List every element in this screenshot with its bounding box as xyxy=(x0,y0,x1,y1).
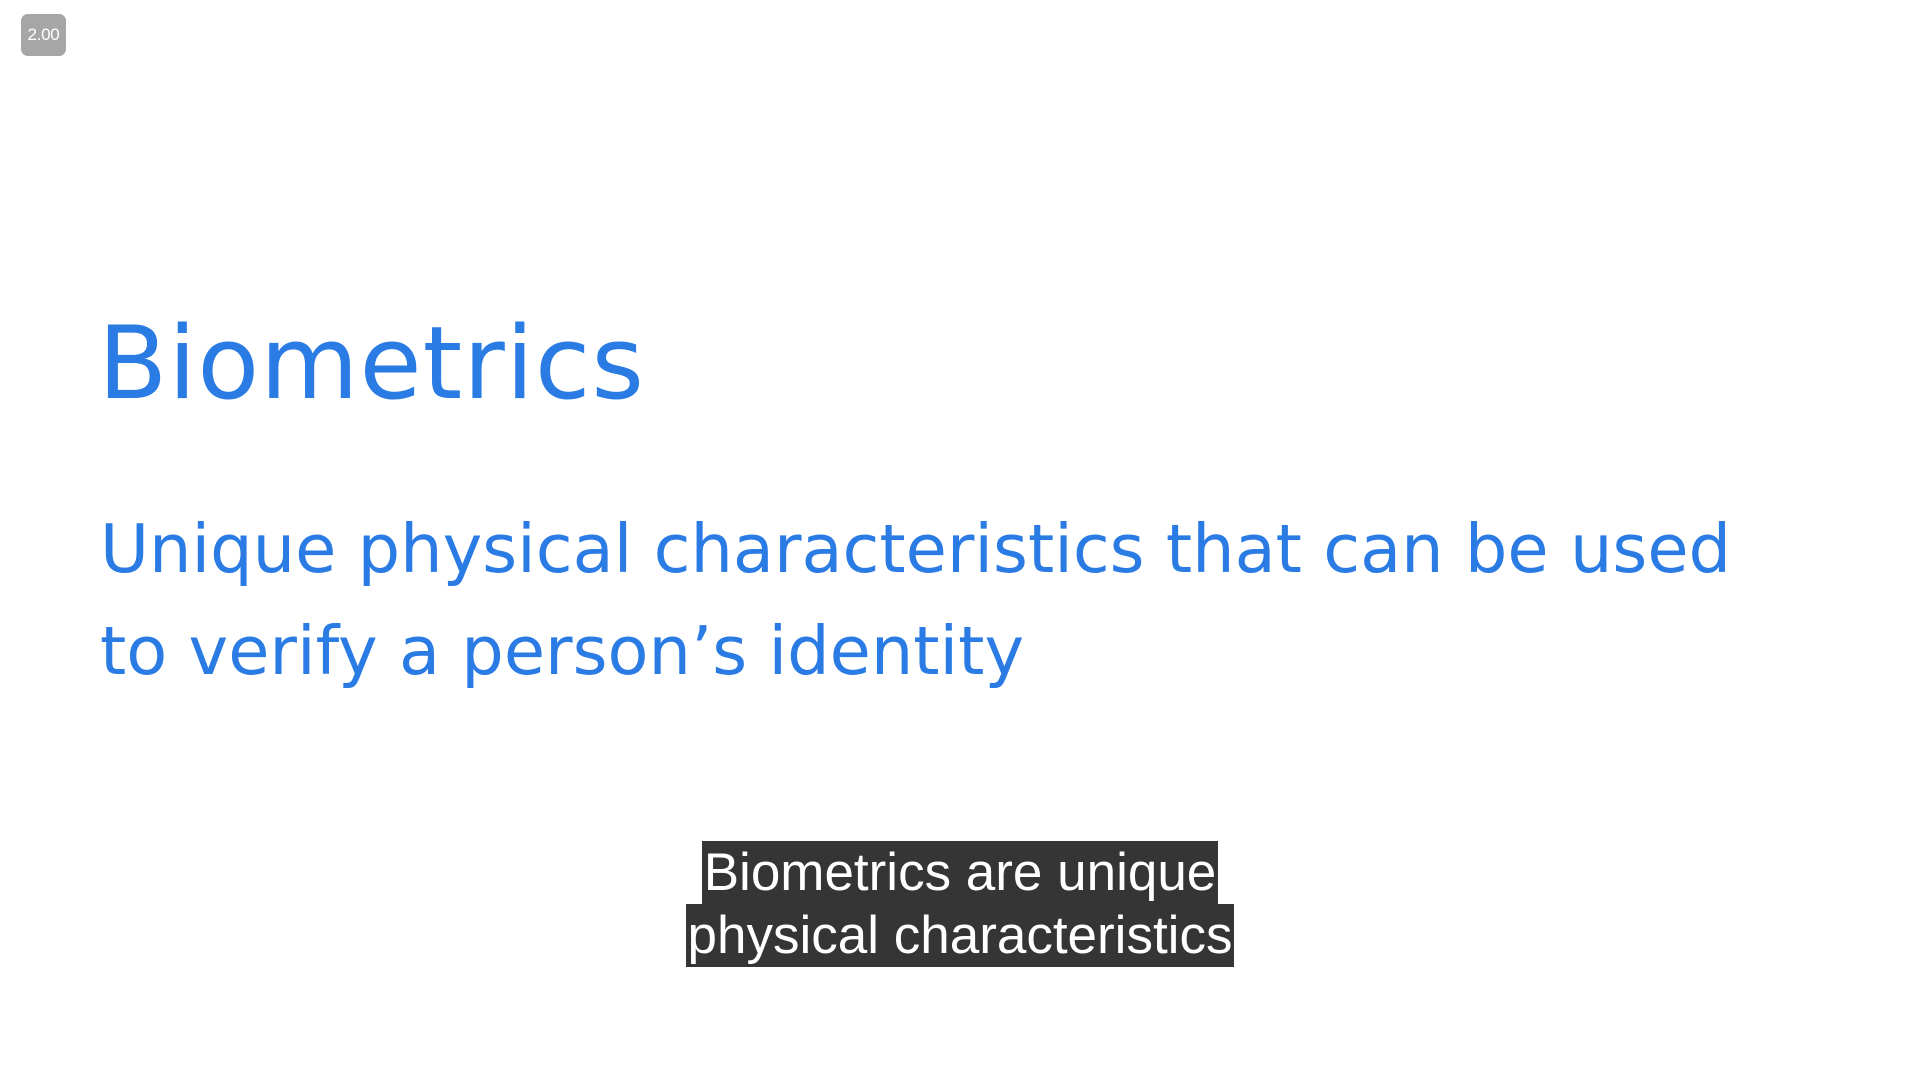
slide-body: Unique physical characteristics that can… xyxy=(100,498,1860,702)
caption-line: physical characteristics xyxy=(685,904,1235,967)
slide-title: Biometrics xyxy=(98,304,646,422)
caption-line: Biometrics are unique xyxy=(701,841,1219,904)
playback-speed-badge[interactable]: 2.00 xyxy=(21,14,66,56)
closed-captions: Biometrics are unique physical character… xyxy=(0,841,1920,967)
slide-body-line: to verify a person’s identity xyxy=(100,612,1025,690)
slide-body-line: Unique physical characteristics that can… xyxy=(100,510,1732,588)
